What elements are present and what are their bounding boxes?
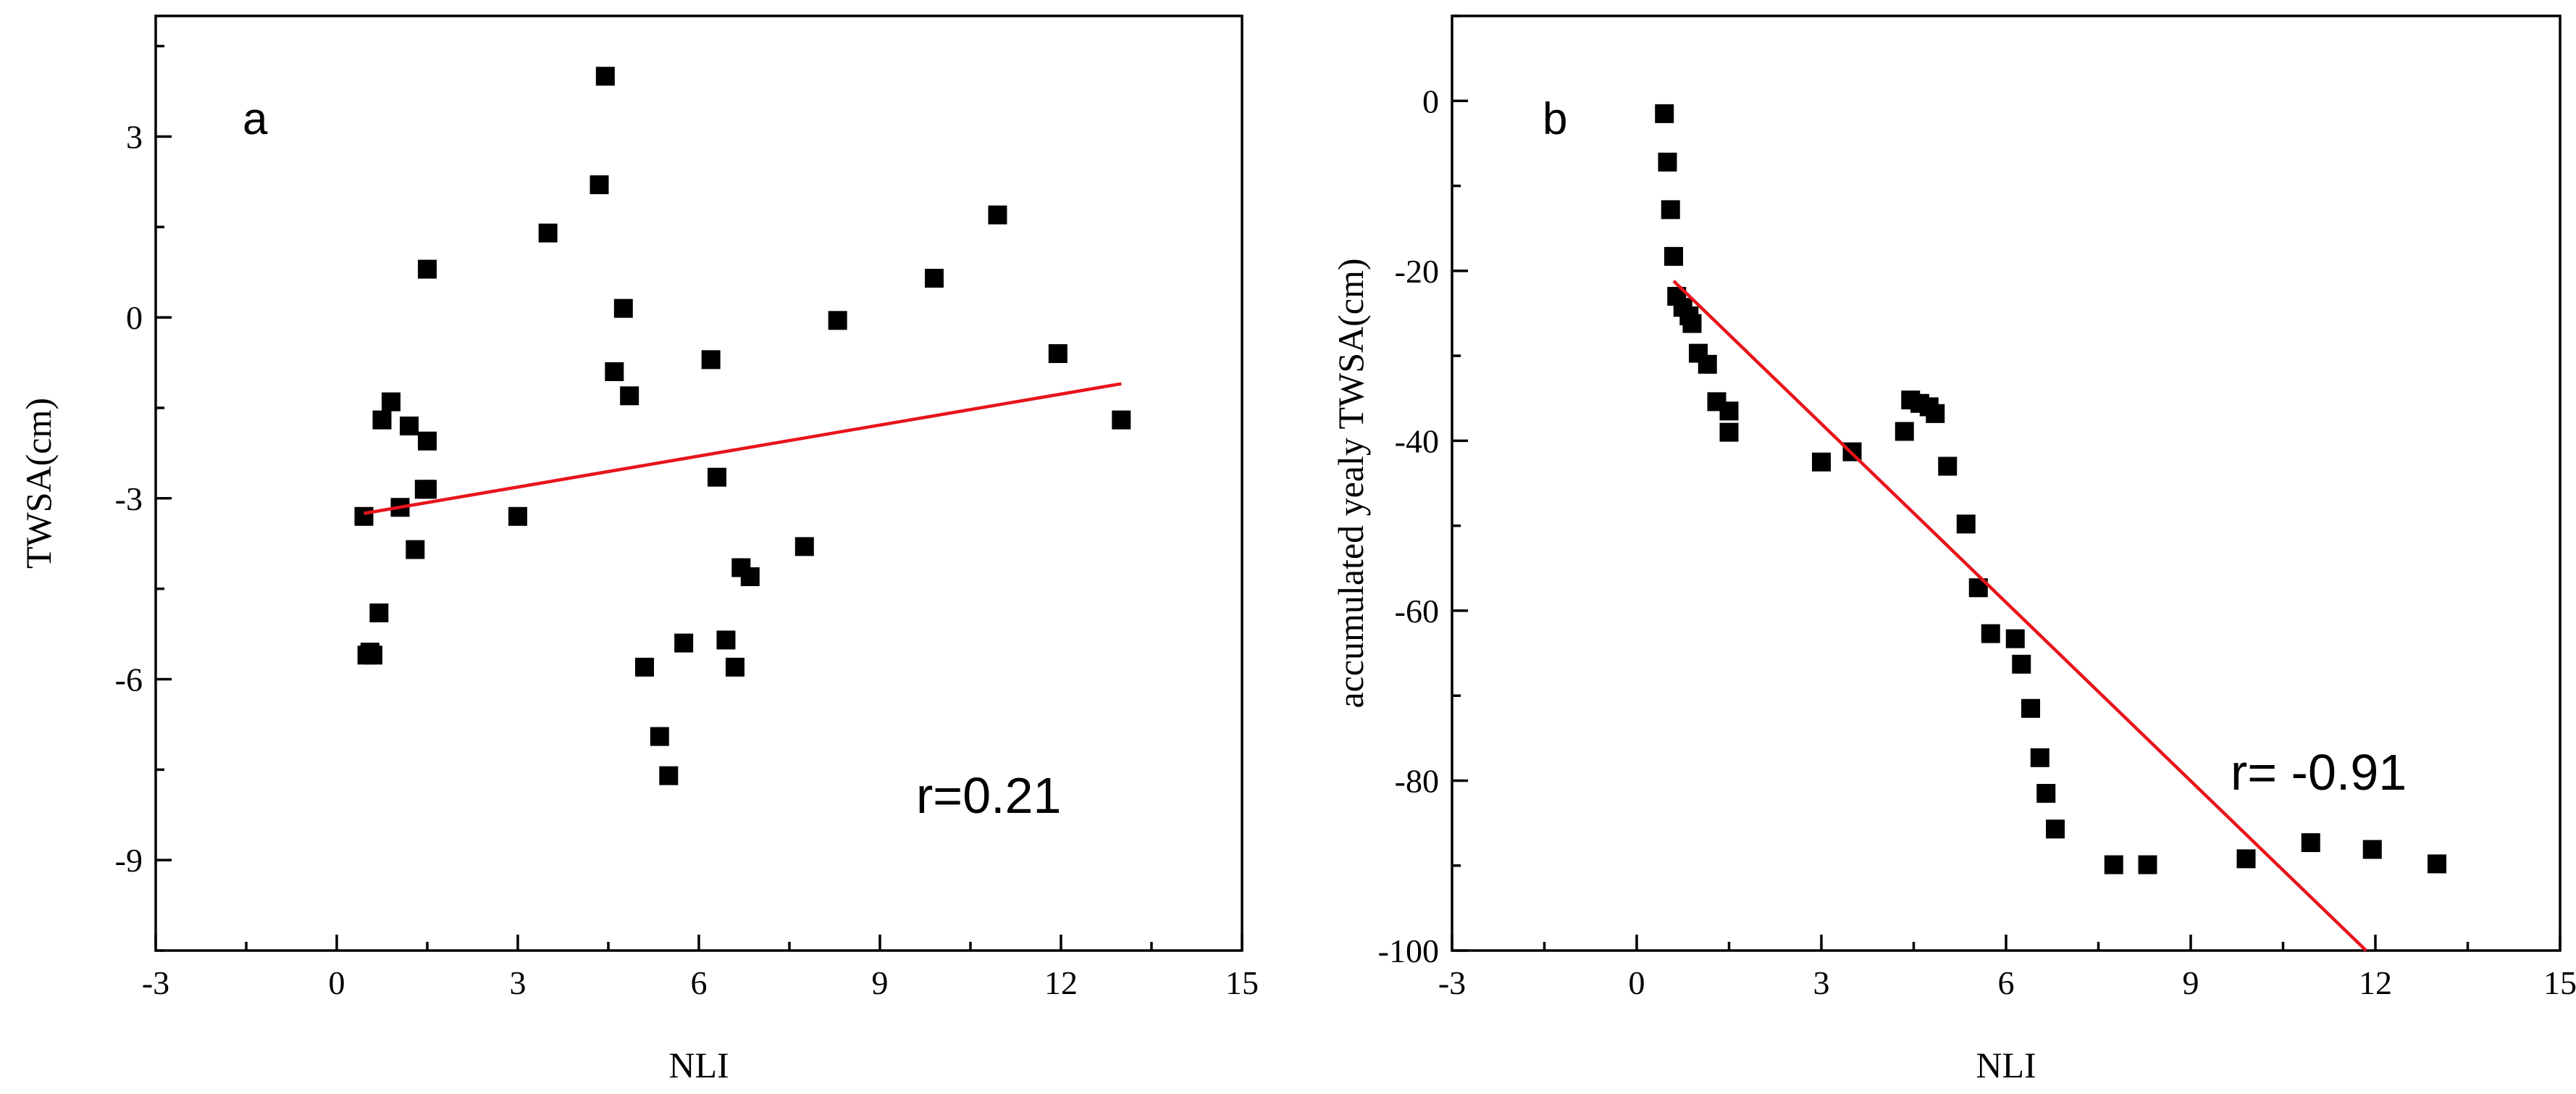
- data-point: [716, 630, 736, 650]
- data-point: [1682, 314, 1702, 333]
- data-point: [2138, 855, 2157, 874]
- y-tick-label: -40: [1395, 422, 1439, 459]
- data-point: [382, 392, 400, 412]
- data-point: [740, 567, 760, 586]
- data-point: [1895, 422, 1914, 441]
- x-tick-label: -3: [1438, 964, 1466, 1001]
- x-tick-label: 3: [1813, 964, 1830, 1001]
- data-point: [595, 67, 615, 86]
- data-point: [2046, 819, 2065, 839]
- data-point: [2005, 629, 2025, 648]
- x-axis-title: NLI: [668, 1045, 729, 1085]
- y-tick-label: -20: [1395, 253, 1439, 290]
- data-point: [1812, 452, 1831, 472]
- data-point: [613, 298, 633, 318]
- data-point: [406, 540, 425, 559]
- data-point: [726, 657, 744, 677]
- data-point: [2012, 654, 2031, 674]
- data-point: [1112, 410, 1131, 430]
- x-tick-label: 15: [2543, 964, 2576, 1001]
- data-point: [364, 646, 382, 665]
- data-point: [538, 223, 558, 243]
- chart-panel-a: -3 0 3 6 9 12 15 -9 -6 -3 0 3 NLI TWSA(cm) a r=0.21: [18, 14, 1259, 1085]
- data-point: [2021, 698, 2040, 718]
- y-axis-title: TWSA(cm): [18, 398, 59, 569]
- data-point: [925, 269, 944, 288]
- panel-label: b: [1543, 94, 1567, 144]
- x-tick-label: 3: [510, 964, 526, 1001]
- x-tick-label: 6: [1998, 964, 2015, 1001]
- x-axis-title: NLI: [1976, 1045, 2036, 1085]
- data-point: [2301, 833, 2320, 853]
- data-point: [1048, 344, 1067, 364]
- x-tick-label: 15: [1225, 964, 1259, 1001]
- data-point: [372, 410, 392, 430]
- panel-label: a: [243, 94, 268, 144]
- data-point: [2428, 854, 2446, 874]
- data-point: [794, 537, 814, 556]
- plot-frame: [1451, 14, 2562, 952]
- chart-panel-b: -3 0 3 6 9 12 15 -100 -80 -60 -40 -20 0 NLI accumulate…: [1330, 14, 2576, 1085]
- data-point: [1658, 152, 1677, 172]
- data-point: [674, 633, 694, 653]
- y-tick-label: -100: [1378, 932, 1439, 969]
- data-point: [400, 416, 419, 435]
- y-tick-label: -9: [115, 842, 143, 879]
- data-point: [418, 259, 437, 279]
- data-point: [2236, 849, 2256, 869]
- x-tick-label: 6: [691, 964, 708, 1001]
- data-point: [701, 350, 721, 369]
- regression-line: [364, 382, 1122, 515]
- data-point: [988, 205, 1007, 225]
- data-point: [1981, 624, 2000, 643]
- data-point: [1664, 246, 1683, 266]
- data-point: [2036, 784, 2056, 803]
- data-point: [1938, 456, 1958, 476]
- x-tick-label: -3: [142, 964, 169, 1001]
- data-point: [620, 386, 639, 406]
- y-tick-label: -3: [115, 480, 143, 517]
- data-point: [708, 467, 726, 487]
- data-point: [635, 657, 654, 677]
- data-point: [659, 766, 679, 785]
- data-point: [2104, 855, 2123, 874]
- y-tick-label: 0: [126, 299, 143, 336]
- x-tick-label: 9: [2183, 964, 2199, 1001]
- y-tick-label: -80: [1395, 762, 1439, 799]
- x-tick-label: 0: [1629, 964, 1645, 1001]
- data-point: [1719, 401, 1739, 421]
- data-point: [1926, 404, 1945, 423]
- data-point: [2362, 840, 2382, 859]
- x-tick-label: 9: [872, 964, 889, 1001]
- data-point: [418, 480, 437, 499]
- correlation-annotation: r=0.21: [916, 767, 1061, 824]
- y-tick-label: 3: [126, 118, 143, 155]
- plot-frame: [154, 14, 1243, 952]
- x-tick-label: 12: [2359, 964, 2392, 1001]
- correlation-annotation: r= -0.91: [2231, 744, 2407, 801]
- data-point: [418, 431, 437, 451]
- data-point: [1956, 514, 1976, 534]
- data-point: [508, 506, 527, 526]
- y-tick-label: -60: [1395, 593, 1439, 630]
- regression-line: [1672, 280, 2367, 952]
- data-point: [1655, 104, 1674, 123]
- x-tick-label: 0: [329, 964, 345, 1001]
- data-point: [1661, 200, 1680, 220]
- y-tick-label: 0: [1422, 83, 1439, 120]
- data-point: [590, 175, 609, 195]
- y-axis-title: accumulated yealy TWSA(cm): [1330, 258, 1371, 708]
- data-point: [369, 603, 389, 622]
- x-tick-label: 12: [1044, 964, 1078, 1001]
- y-tick-label: -6: [115, 661, 143, 698]
- data-point: [1719, 422, 1739, 442]
- data-point: [2030, 748, 2050, 767]
- data-point: [828, 311, 847, 330]
- data-point: [354, 506, 374, 526]
- data-point: [605, 362, 624, 382]
- data-point: [1698, 354, 1717, 374]
- data-point: [650, 727, 669, 746]
